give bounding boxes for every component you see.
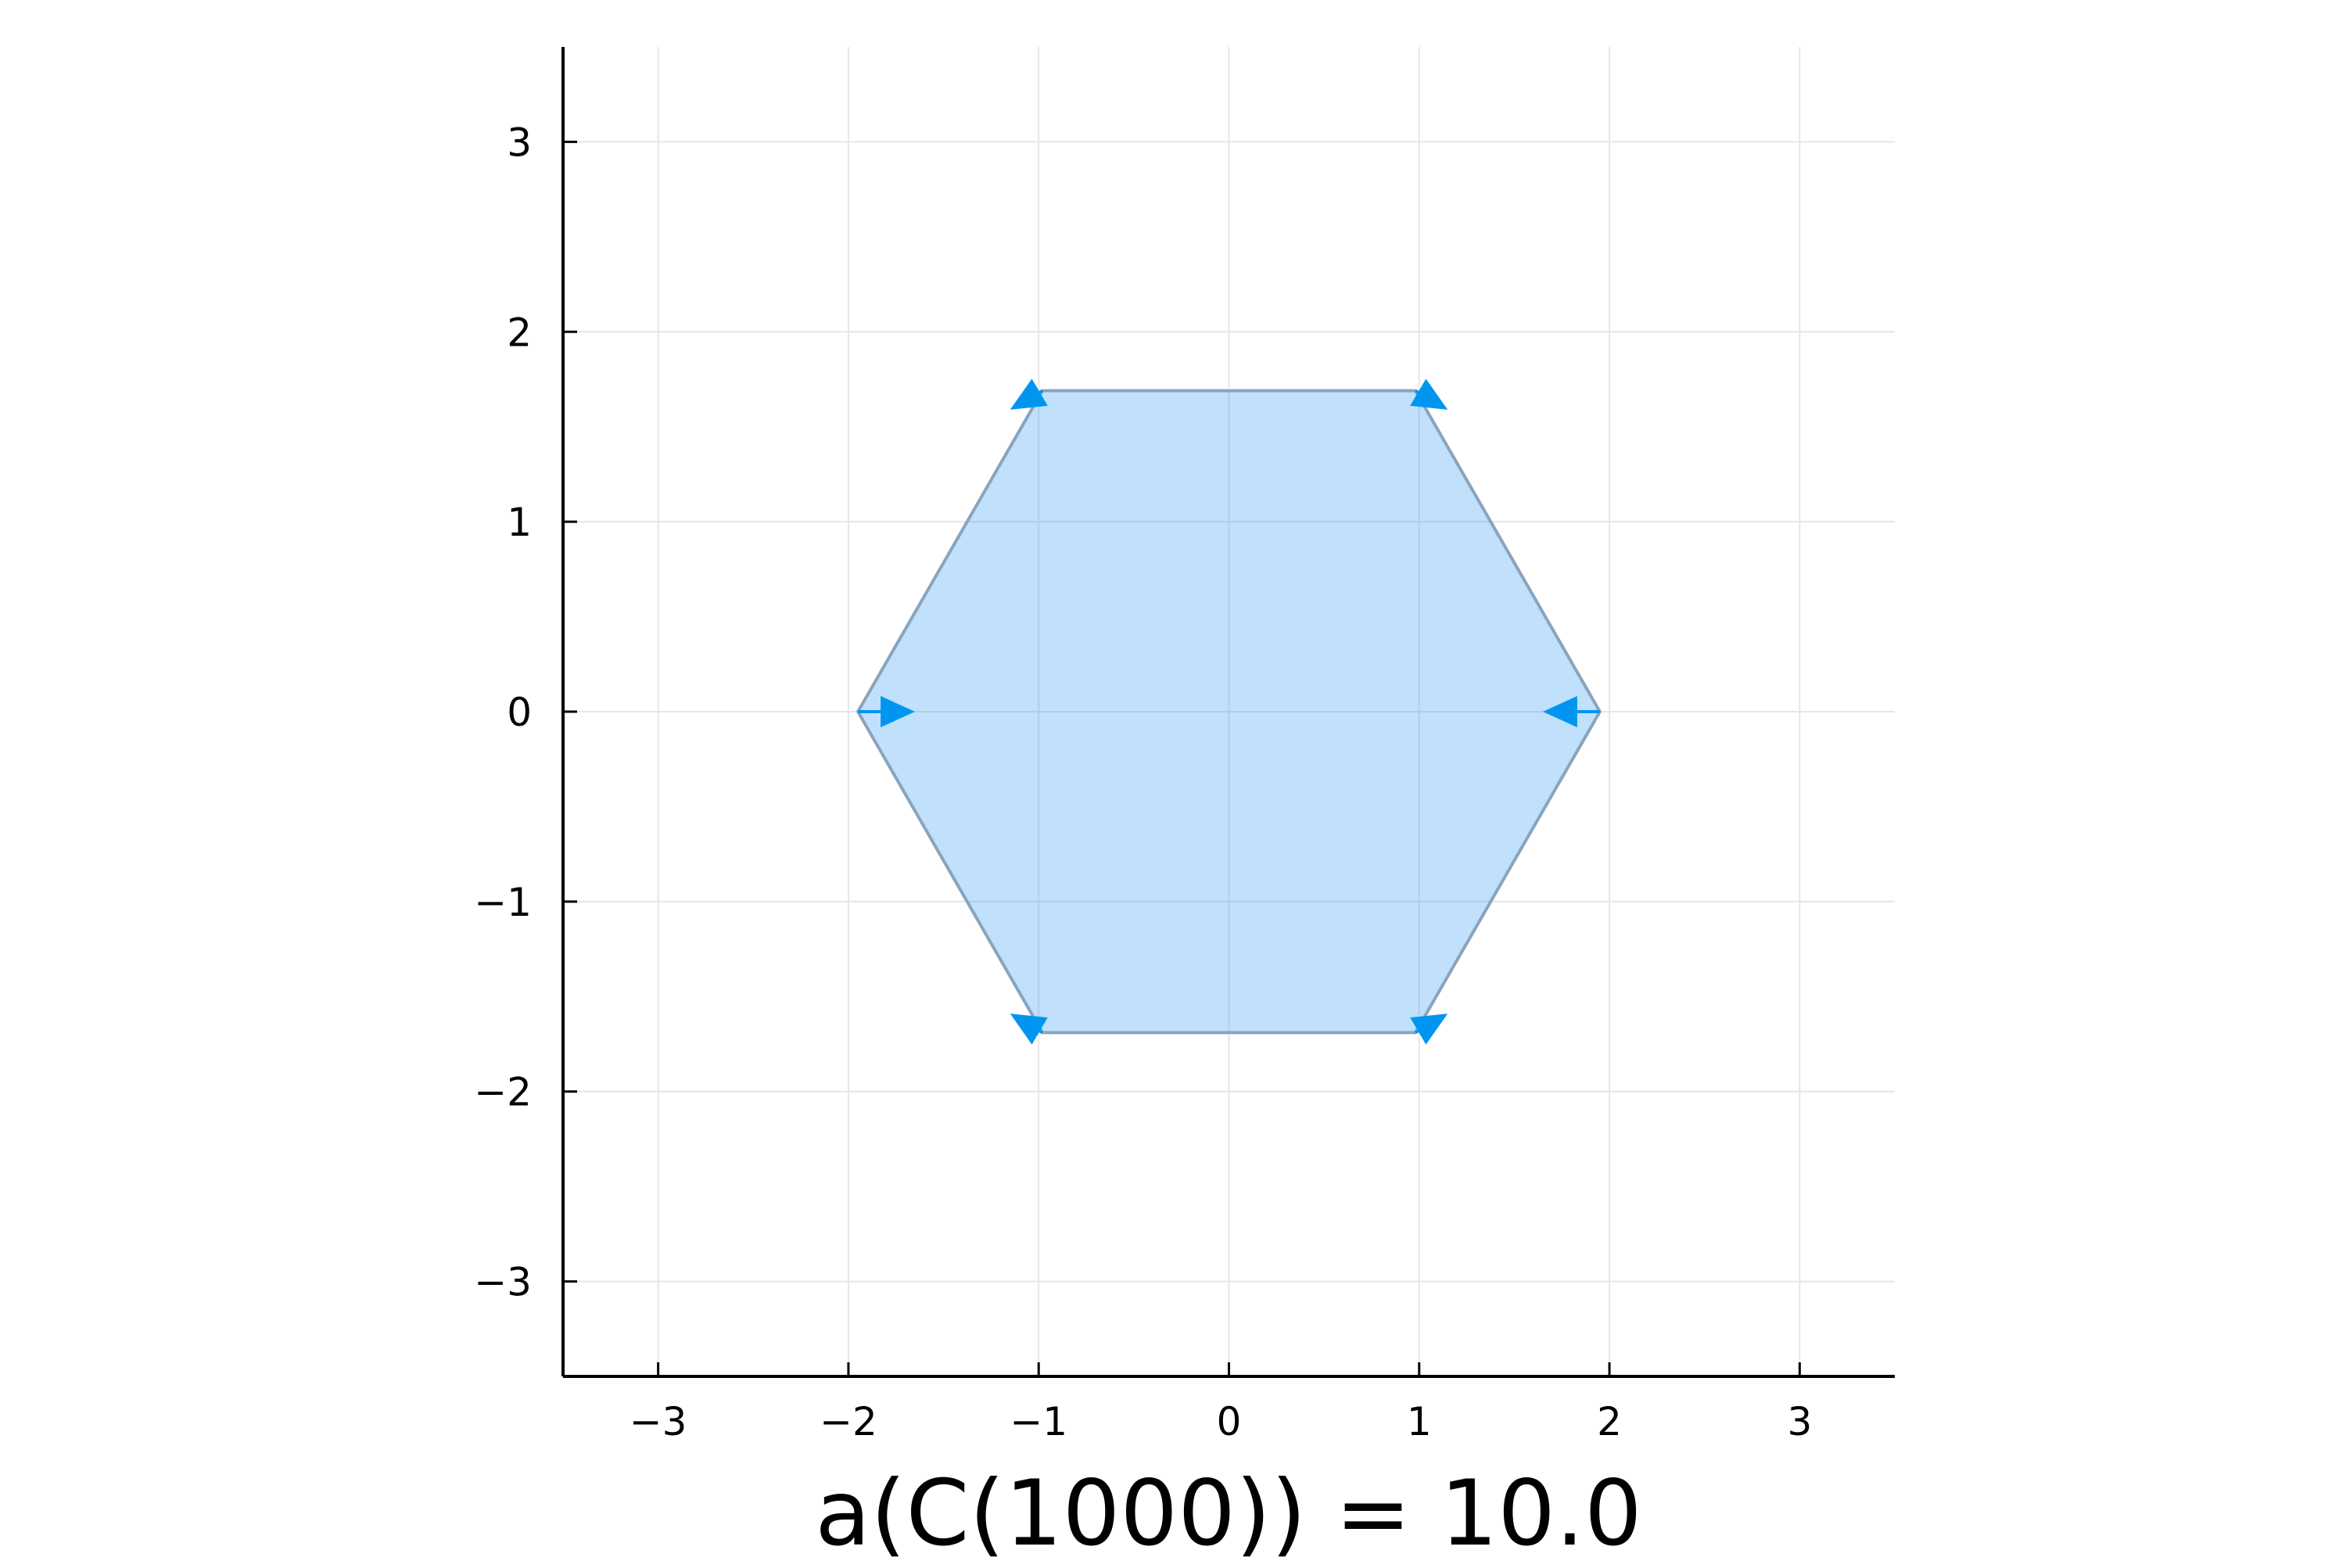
arrow-shaft-1 [1414, 389, 1419, 394]
arrow-shaft-4 [1038, 1029, 1044, 1035]
y-tick-label-5: 2 [507, 310, 532, 355]
arrow-head-1 [1410, 379, 1448, 410]
x-tick-label-6: 3 [1787, 1399, 1812, 1444]
arrow-3 [858, 696, 916, 727]
arrow-0 [1542, 696, 1600, 727]
arrow-head-0 [1542, 696, 1577, 727]
x-tick-label-5: 2 [1597, 1399, 1622, 1444]
y-tick-label-0: −3 [474, 1260, 532, 1305]
arrow-shaft-5 [1414, 1029, 1419, 1035]
arrow-1 [1410, 379, 1448, 410]
arrow-head-2 [1010, 379, 1048, 410]
arrow-5 [1410, 1014, 1448, 1045]
x-tick-label-4: 1 [1407, 1399, 1432, 1444]
arrow-2 [1010, 379, 1048, 410]
x-tick-label-0: −3 [630, 1399, 687, 1444]
arrow-4 [1010, 1014, 1048, 1045]
x-axis-label: a(C(1000)) = 10.0 [815, 1461, 1642, 1564]
grid [563, 47, 1895, 1376]
y-tick-label-3: 0 [507, 690, 532, 735]
y-tick-label-6: 3 [507, 120, 532, 165]
arrow-head-5 [1410, 1014, 1448, 1045]
y-tick-label-2: −1 [474, 880, 532, 925]
arrow-shaft-2 [1038, 389, 1044, 394]
series [856, 379, 1602, 1045]
axes [561, 47, 1895, 1378]
arrow-head-4 [1010, 1014, 1048, 1045]
y-tick-label-4: 1 [507, 500, 532, 545]
tick-labels: −3 −2 −1 0 1 2 3 −3 −2 −1 0 1 2 3 [474, 120, 1812, 1444]
x-tick-label-1: −2 [820, 1399, 877, 1444]
x-tick-label-3: 0 [1217, 1399, 1242, 1444]
arrow-head-3 [881, 696, 916, 727]
y-tick-label-1: −2 [474, 1070, 532, 1115]
x-tick-label-2: −1 [1010, 1399, 1067, 1444]
